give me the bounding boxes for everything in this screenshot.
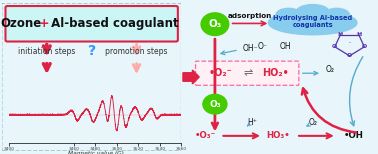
Text: O: O	[332, 44, 338, 49]
Text: O: O	[347, 53, 352, 58]
Text: Al-based coagulant: Al-based coagulant	[47, 16, 178, 30]
Text: O⁻: O⁻	[258, 42, 268, 51]
Text: HO₃•: HO₃•	[266, 131, 290, 140]
Text: ⇌: ⇌	[243, 68, 253, 78]
Text: O₂: O₂	[308, 118, 317, 127]
FancyBboxPatch shape	[195, 61, 299, 85]
Text: OH: OH	[279, 42, 291, 51]
Text: O₃: O₃	[209, 100, 221, 109]
Circle shape	[203, 94, 227, 114]
Text: Ozone: Ozone	[0, 16, 42, 30]
Ellipse shape	[276, 8, 302, 22]
Text: Hydrolysing Al-based
coagulants: Hydrolysing Al-based coagulants	[273, 15, 352, 28]
Text: H⁺: H⁺	[247, 118, 257, 127]
Text: ?: ?	[88, 44, 96, 58]
Text: O: O	[362, 44, 367, 49]
Text: promotion steps: promotion steps	[105, 47, 168, 56]
Ellipse shape	[324, 8, 350, 22]
Text: •OH: •OH	[343, 131, 363, 140]
Text: +: +	[39, 16, 50, 30]
Text: O₃: O₃	[208, 19, 222, 29]
Text: initiation steps: initiation steps	[18, 47, 76, 56]
Text: HO₂•: HO₂•	[262, 68, 289, 78]
X-axis label: Magnetic value (G): Magnetic value (G)	[68, 151, 123, 154]
Text: H: H	[356, 32, 361, 37]
Ellipse shape	[268, 11, 357, 35]
Text: adsorption: adsorption	[228, 13, 272, 19]
Text: O₂: O₂	[325, 65, 335, 74]
Text: H: H	[338, 32, 343, 37]
Circle shape	[201, 13, 229, 35]
Ellipse shape	[296, 5, 329, 20]
FancyBboxPatch shape	[5, 6, 178, 42]
Text: •O₃⁻: •O₃⁻	[195, 131, 216, 140]
Text: •O₂⁻: •O₂⁻	[209, 68, 232, 78]
Text: OH⁻: OH⁻	[243, 44, 258, 53]
